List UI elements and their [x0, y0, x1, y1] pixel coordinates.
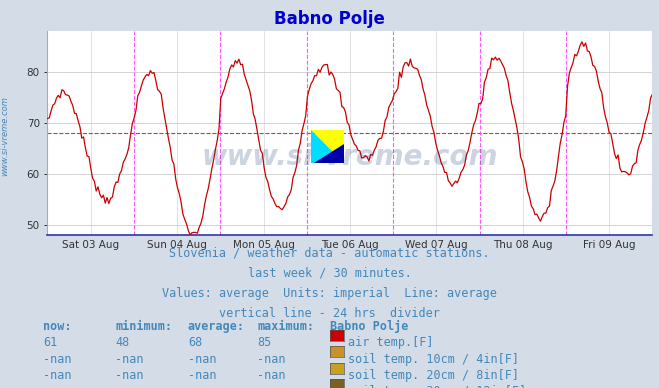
Text: 85: 85 [257, 336, 272, 350]
Text: air temp.[F]: air temp.[F] [348, 336, 434, 350]
Text: Values: average  Units: imperial  Line: average: Values: average Units: imperial Line: av… [162, 287, 497, 300]
Text: -nan: -nan [115, 353, 144, 366]
Text: soil temp. 20cm / 8in[F]: soil temp. 20cm / 8in[F] [348, 369, 519, 382]
Text: Slovenia / weather data - automatic stations.: Slovenia / weather data - automatic stat… [169, 246, 490, 260]
Text: 68: 68 [188, 336, 202, 350]
Text: www.si-vreme.com: www.si-vreme.com [1, 96, 10, 176]
Text: average:: average: [188, 320, 244, 333]
Text: 48: 48 [115, 336, 130, 350]
Text: Babno Polje: Babno Polje [274, 10, 385, 28]
Text: soil temp. 10cm / 4in[F]: soil temp. 10cm / 4in[F] [348, 353, 519, 366]
Text: last week / 30 minutes.: last week / 30 minutes. [248, 267, 411, 280]
Text: 61: 61 [43, 336, 57, 350]
Text: -nan: -nan [188, 353, 216, 366]
Text: -nan: -nan [115, 385, 144, 388]
Text: now:: now: [43, 320, 71, 333]
Text: -nan: -nan [257, 385, 285, 388]
Polygon shape [311, 130, 344, 163]
Text: -nan: -nan [257, 369, 285, 382]
Text: vertical line - 24 hrs  divider: vertical line - 24 hrs divider [219, 307, 440, 320]
Text: minimum:: minimum: [115, 320, 172, 333]
Text: -nan: -nan [115, 369, 144, 382]
Text: -nan: -nan [43, 353, 71, 366]
Text: -nan: -nan [257, 353, 285, 366]
Text: -nan: -nan [43, 385, 71, 388]
Text: maximum:: maximum: [257, 320, 314, 333]
Text: -nan: -nan [188, 369, 216, 382]
Text: Babno Polje: Babno Polje [330, 320, 408, 333]
Polygon shape [314, 144, 344, 163]
Text: -nan: -nan [188, 385, 216, 388]
Polygon shape [311, 130, 344, 163]
Text: -nan: -nan [43, 369, 71, 382]
Text: soil temp. 30cm / 12in[F]: soil temp. 30cm / 12in[F] [348, 385, 526, 388]
Text: www.si-vreme.com: www.si-vreme.com [202, 143, 498, 171]
